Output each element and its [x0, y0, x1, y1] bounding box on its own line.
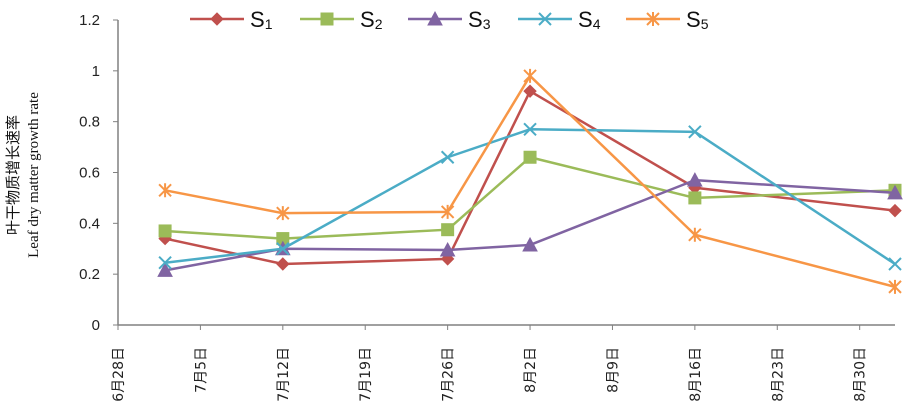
- y-axis-ticks: 0 0.2 0.4 0.6 0.8 1 1.2: [79, 12, 118, 334]
- legend-label: S5: [686, 7, 709, 32]
- data-point-s5: [440, 204, 455, 219]
- data-point-s2: [441, 223, 455, 237]
- data-point-s5: [688, 227, 702, 242]
- x-tick-label: 8月9日: [605, 347, 621, 393]
- data-point-s4: [888, 257, 902, 271]
- data-point-s3: [157, 262, 173, 277]
- data-point-s3: [439, 241, 456, 257]
- x-tick-label: 7月12日: [276, 347, 292, 402]
- y-axis-label: 叶干物质增长速率 Leaf dry matter growth rate: [5, 92, 42, 258]
- axes: [117, 20, 895, 326]
- x-tick-label: 8月16日: [688, 347, 704, 402]
- legend-label-subscript: 1: [265, 16, 273, 32]
- data-point-s5: [888, 279, 902, 294]
- data-point-s4: [158, 256, 172, 270]
- data-point-s3: [687, 172, 703, 187]
- x-tick-label: 8月23日: [770, 347, 786, 402]
- legend-label: S2: [360, 7, 383, 32]
- legend-label: S1: [250, 7, 273, 32]
- legend-marker: [210, 12, 224, 26]
- legend-item-s1: S1: [190, 7, 273, 32]
- legend-marker: [320, 12, 334, 26]
- y-tick-label: 0.8: [79, 114, 100, 131]
- x-axis-ticks: 6月28日 7月5日 7月12日 7月19日 7月26日 8月2日 8月9日 8月16日 8月2…: [111, 325, 869, 402]
- series-line-s1: [164, 89, 896, 266]
- y-tick-label: 0.4: [79, 215, 100, 232]
- legend-marker: [427, 10, 443, 26]
- data-point-s5: [158, 183, 172, 198]
- data-point-s2: [523, 150, 537, 164]
- y-axis-label-english: Leaf dry matter growth rate: [26, 92, 42, 258]
- y-tick-label: 0.6: [79, 165, 100, 182]
- x-tick-label: 8月2日: [523, 347, 539, 393]
- legend-item-s5: S5: [626, 7, 709, 32]
- series-s5: [158, 68, 902, 294]
- legend-marker: [538, 12, 552, 26]
- data-point-s2: [688, 191, 702, 205]
- y-axis-label-chinese: 叶干物质增长速率: [5, 115, 22, 235]
- series-s2: [158, 150, 902, 246]
- legend-item-s4: S4: [518, 7, 601, 32]
- data-point-s3: [887, 184, 903, 200]
- legend-item-s2: S2: [300, 7, 383, 32]
- data-point-s4: [688, 125, 702, 139]
- legend: S1 S2 S3 S4 S5: [190, 7, 709, 32]
- data-point-s4: [276, 242, 290, 256]
- x-tick-label: 7月19日: [358, 347, 374, 402]
- legend-label: S3: [468, 7, 491, 32]
- x-tick-label: 7月5日: [193, 347, 209, 393]
- x-tick-label: 6月28日: [111, 347, 127, 402]
- x-tick-label: 8月30日: [853, 347, 869, 402]
- y-tick-label: 1: [92, 63, 100, 80]
- data-point-s5: [276, 206, 290, 221]
- y-tick-label: 0: [92, 317, 100, 334]
- series-line-s2: [165, 156, 896, 240]
- data-point-s1: [523, 84, 537, 98]
- series-layer: [157, 68, 903, 294]
- legend-label-subscript: 5: [701, 16, 709, 32]
- data-point-s5: [523, 68, 537, 83]
- x-tick-label: 7月26日: [441, 347, 457, 402]
- series-line-s3: [164, 178, 896, 272]
- legend-label-subscript: 2: [375, 16, 383, 32]
- data-point-s1: [888, 203, 902, 218]
- data-point-s4: [523, 122, 537, 136]
- legend-item-s3: S3: [408, 7, 491, 32]
- legend-label: S4: [578, 7, 601, 32]
- data-point-s2: [158, 224, 172, 238]
- y-tick-label: 1.2: [79, 12, 100, 29]
- data-point-s3: [522, 236, 538, 252]
- data-point-s1: [276, 257, 290, 271]
- series-line-s5: [164, 74, 896, 289]
- data-point-s4: [440, 150, 455, 164]
- legend-marker: [646, 12, 660, 26]
- legend-label-subscript: 4: [593, 16, 601, 32]
- y-tick-label: 0.2: [79, 266, 100, 283]
- legend-label-subscript: 3: [483, 16, 491, 32]
